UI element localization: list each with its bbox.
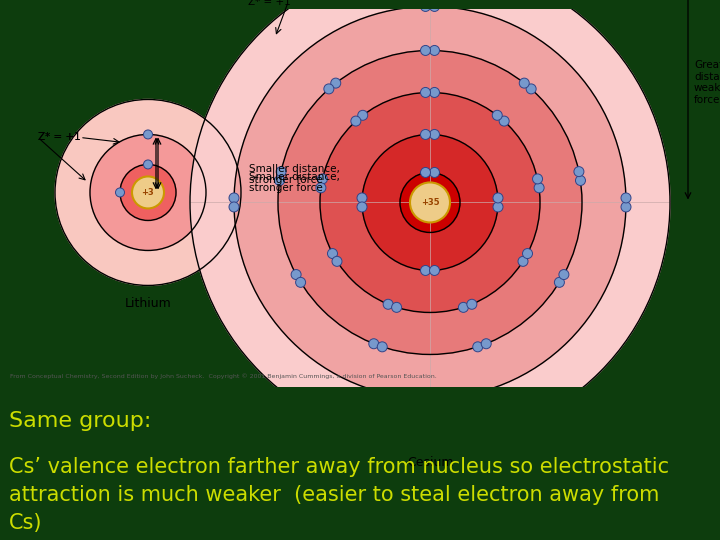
Circle shape <box>533 174 543 184</box>
Circle shape <box>358 110 368 120</box>
Circle shape <box>362 134 498 271</box>
Circle shape <box>430 2 439 11</box>
Circle shape <box>430 130 439 139</box>
Circle shape <box>519 78 529 88</box>
Circle shape <box>115 188 125 197</box>
Circle shape <box>621 193 631 203</box>
Circle shape <box>481 339 491 349</box>
Circle shape <box>526 84 536 94</box>
Text: Z* = +1: Z* = +1 <box>38 132 81 143</box>
Circle shape <box>278 50 582 354</box>
Circle shape <box>377 342 387 352</box>
Circle shape <box>493 202 503 212</box>
Circle shape <box>575 176 585 185</box>
Circle shape <box>291 269 301 280</box>
Circle shape <box>430 266 439 275</box>
Circle shape <box>410 183 450 222</box>
Circle shape <box>229 193 239 203</box>
Text: From Conceptual Chemistry, Second Edition by John Sucheck.  Copyright © 2001 Ben: From Conceptual Chemistry, Second Editio… <box>10 374 437 380</box>
Circle shape <box>430 167 439 178</box>
Circle shape <box>324 84 334 94</box>
Circle shape <box>120 165 176 220</box>
Circle shape <box>234 6 626 399</box>
Circle shape <box>274 176 284 185</box>
Circle shape <box>430 394 439 403</box>
Circle shape <box>400 172 460 232</box>
Circle shape <box>459 302 469 312</box>
Circle shape <box>499 116 509 126</box>
Circle shape <box>534 183 544 193</box>
Circle shape <box>420 130 431 139</box>
Circle shape <box>493 193 503 203</box>
Circle shape <box>55 99 241 286</box>
Circle shape <box>473 342 482 352</box>
Circle shape <box>467 299 477 309</box>
Circle shape <box>518 256 528 266</box>
Circle shape <box>369 339 379 349</box>
Circle shape <box>420 87 431 97</box>
Circle shape <box>316 183 326 193</box>
Text: +35: +35 <box>420 198 439 207</box>
Circle shape <box>420 2 431 11</box>
Circle shape <box>332 256 342 266</box>
Text: Greater
distance,
weaker
force: Greater distance, weaker force <box>694 60 720 105</box>
Circle shape <box>328 248 338 259</box>
Circle shape <box>330 78 341 88</box>
Circle shape <box>523 248 533 259</box>
Circle shape <box>383 299 393 309</box>
Circle shape <box>430 45 439 56</box>
Circle shape <box>132 177 164 208</box>
Circle shape <box>320 92 540 313</box>
Text: Smaller distance,
stronger force: Smaller distance, stronger force <box>249 172 340 193</box>
Text: Same group:: Same group: <box>9 411 151 431</box>
Text: Z* = +1: Z* = +1 <box>38 132 81 143</box>
Circle shape <box>357 193 367 203</box>
Text: Lithium: Lithium <box>125 298 171 310</box>
Text: Cs’ valence electron farther away from nucleus so electrostatic
attraction is mu: Cs’ valence electron farther away from n… <box>9 457 669 533</box>
Circle shape <box>420 167 431 178</box>
Circle shape <box>621 202 631 212</box>
Circle shape <box>554 278 564 287</box>
Text: Z* = +1: Z* = +1 <box>248 0 291 8</box>
Circle shape <box>318 174 328 184</box>
Circle shape <box>430 87 439 97</box>
Circle shape <box>143 130 153 139</box>
Circle shape <box>276 167 286 177</box>
Circle shape <box>229 202 239 212</box>
Circle shape <box>296 278 305 287</box>
Circle shape <box>420 266 431 275</box>
Circle shape <box>190 0 670 442</box>
Circle shape <box>420 45 431 56</box>
Circle shape <box>351 116 361 126</box>
Circle shape <box>492 110 503 120</box>
Text: Cesium: Cesium <box>407 456 454 469</box>
Text: +3: +3 <box>142 188 154 197</box>
Circle shape <box>420 394 431 403</box>
Circle shape <box>559 269 569 280</box>
Circle shape <box>90 134 206 251</box>
Circle shape <box>357 202 367 212</box>
Circle shape <box>574 167 584 177</box>
Circle shape <box>392 302 402 312</box>
Circle shape <box>143 160 153 169</box>
Text: Smaller distance,
stronger force: Smaller distance, stronger force <box>249 164 340 185</box>
